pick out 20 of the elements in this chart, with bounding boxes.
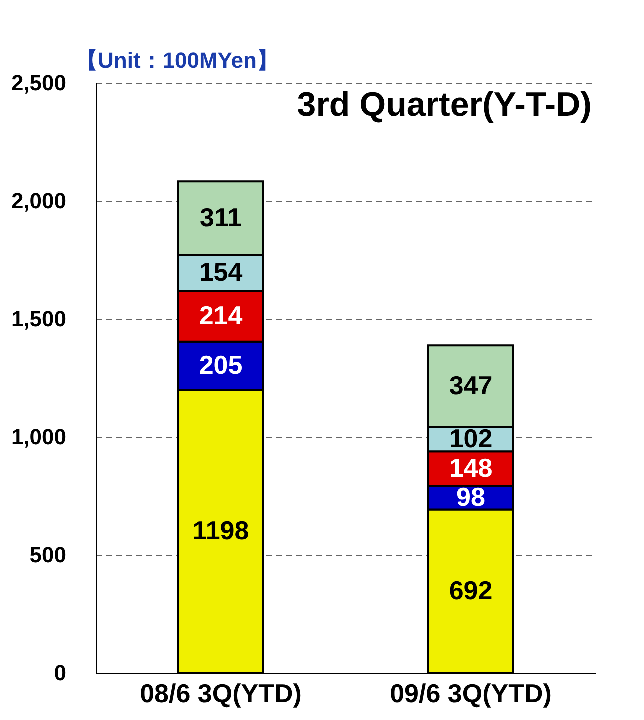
- y-tick-label: 2,500: [11, 70, 66, 96]
- data-label: 692: [449, 575, 493, 606]
- data-label: 154: [199, 257, 244, 288]
- y-tick-label: 1,000: [11, 424, 66, 450]
- x-tick-label: 08/6 3Q(YTD): [140, 678, 302, 708]
- data-label: 205: [199, 350, 243, 380]
- y-tick-label: 1,500: [11, 306, 66, 332]
- text: 【Unit：100MYen】: [76, 48, 279, 73]
- chart-title: 3rd Quarter(Y-T-D): [297, 86, 592, 124]
- y-tick-label: 500: [30, 542, 66, 568]
- y-tick-label: 0: [54, 660, 66, 686]
- data-label: 148: [449, 453, 493, 484]
- data-label: 347: [449, 370, 493, 401]
- data-label: 1198: [192, 516, 250, 546]
- x-tick-label: 09/6 3Q(YTD): [390, 678, 552, 708]
- y-tick-label: 2,000: [11, 188, 66, 214]
- data-label: 102: [449, 424, 493, 454]
- data-label: 214: [199, 300, 244, 331]
- data-label: 311: [200, 202, 242, 232]
- data-label: 98: [456, 482, 486, 512]
